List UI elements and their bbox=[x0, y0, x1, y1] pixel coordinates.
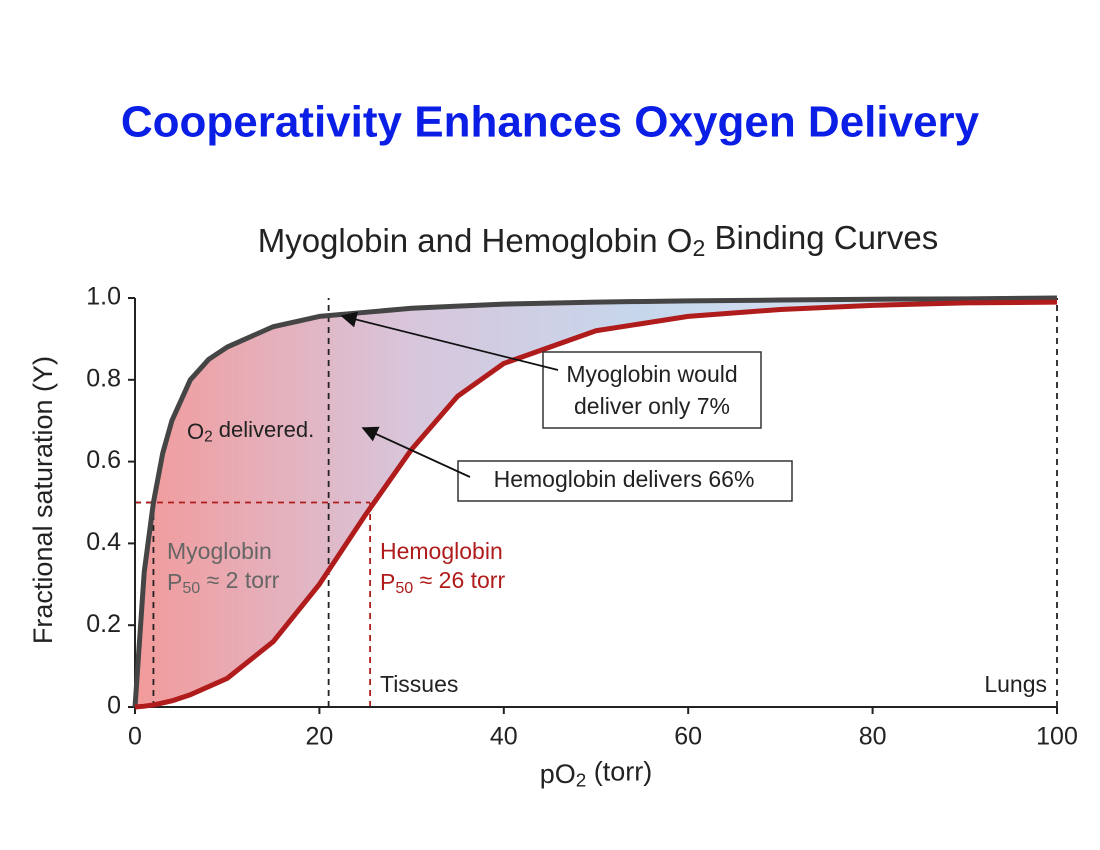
subscript: 2 bbox=[692, 235, 705, 261]
text-part: P bbox=[167, 569, 182, 595]
text-part: ≈ 26 torr bbox=[413, 567, 505, 593]
y-tick-label: 0.6 bbox=[86, 446, 121, 474]
text-part: (torr) bbox=[586, 757, 652, 787]
text-part: Myoglobin would bbox=[566, 361, 737, 387]
text-part: Hemoglobin bbox=[380, 538, 503, 564]
annotation-box bbox=[542, 351, 762, 429]
text-part: Lungs bbox=[984, 671, 1047, 697]
annotation: Hemoglobin bbox=[380, 538, 503, 564]
annotation-box bbox=[457, 460, 793, 502]
text-part: Myoglobin and Hemoglobin O bbox=[258, 222, 693, 259]
x-tick-label: 80 bbox=[859, 723, 887, 751]
annotation-arrow bbox=[340, 311, 559, 371]
annotation: Hemoglobin delivers 66% bbox=[494, 466, 755, 492]
subscript: 50 bbox=[182, 579, 200, 597]
text-part: deliver only 7% bbox=[574, 393, 730, 419]
text-part: Binding Curves bbox=[705, 219, 938, 256]
text-part: P bbox=[380, 569, 395, 595]
y-tick-label: 0 bbox=[107, 692, 121, 720]
annotation: Myoglobin would bbox=[566, 361, 737, 387]
y-tick-label: 0.4 bbox=[86, 528, 121, 556]
annotation: Lungs bbox=[984, 671, 1047, 697]
annotation: Tissues bbox=[380, 671, 458, 697]
text-part: pO bbox=[540, 759, 576, 789]
annotation: P50 ≈ 26 torr bbox=[380, 567, 505, 597]
y-tick-label: 0.2 bbox=[86, 610, 121, 638]
chart-title: Myoglobin and Hemoglobin O2 Binding Curv… bbox=[258, 219, 939, 261]
annotation: deliver only 7% bbox=[574, 393, 730, 419]
text-part: Hemoglobin delivers 66% bbox=[494, 466, 755, 492]
annotation: O2 delivered. bbox=[187, 417, 314, 446]
text-part: delivered. bbox=[213, 417, 315, 442]
text-part: Tissues bbox=[380, 671, 458, 697]
subscript: 50 bbox=[395, 579, 413, 597]
annotation: Myoglobin bbox=[167, 538, 272, 564]
x-tick-label: 0 bbox=[128, 723, 142, 751]
text-part: ≈ 2 torr bbox=[200, 567, 279, 593]
subscript: 2 bbox=[204, 429, 213, 446]
text-part: O bbox=[187, 419, 204, 444]
x-tick-label: 40 bbox=[490, 723, 518, 751]
x-tick-label: 20 bbox=[305, 723, 333, 751]
x-tick-label: 60 bbox=[674, 723, 702, 751]
y-axis-label: Fractional saturation (Y) bbox=[28, 356, 58, 644]
delivered-shading bbox=[135, 298, 1057, 707]
x-tick-label: 100 bbox=[1036, 723, 1078, 751]
annotation-arrow bbox=[361, 426, 471, 478]
y-tick-label: 1.0 bbox=[86, 283, 121, 311]
subscript: 2 bbox=[576, 771, 587, 792]
x-axis-label: pO2 (torr) bbox=[540, 757, 653, 792]
slide-title: Cooperativity Enhances Oxygen Delivery bbox=[121, 98, 980, 147]
text-part: Myoglobin bbox=[167, 538, 272, 564]
y-tick-label: 0.8 bbox=[86, 364, 121, 392]
curve bbox=[134, 299, 1058, 710]
annotation: P50 ≈ 2 torr bbox=[167, 567, 280, 597]
